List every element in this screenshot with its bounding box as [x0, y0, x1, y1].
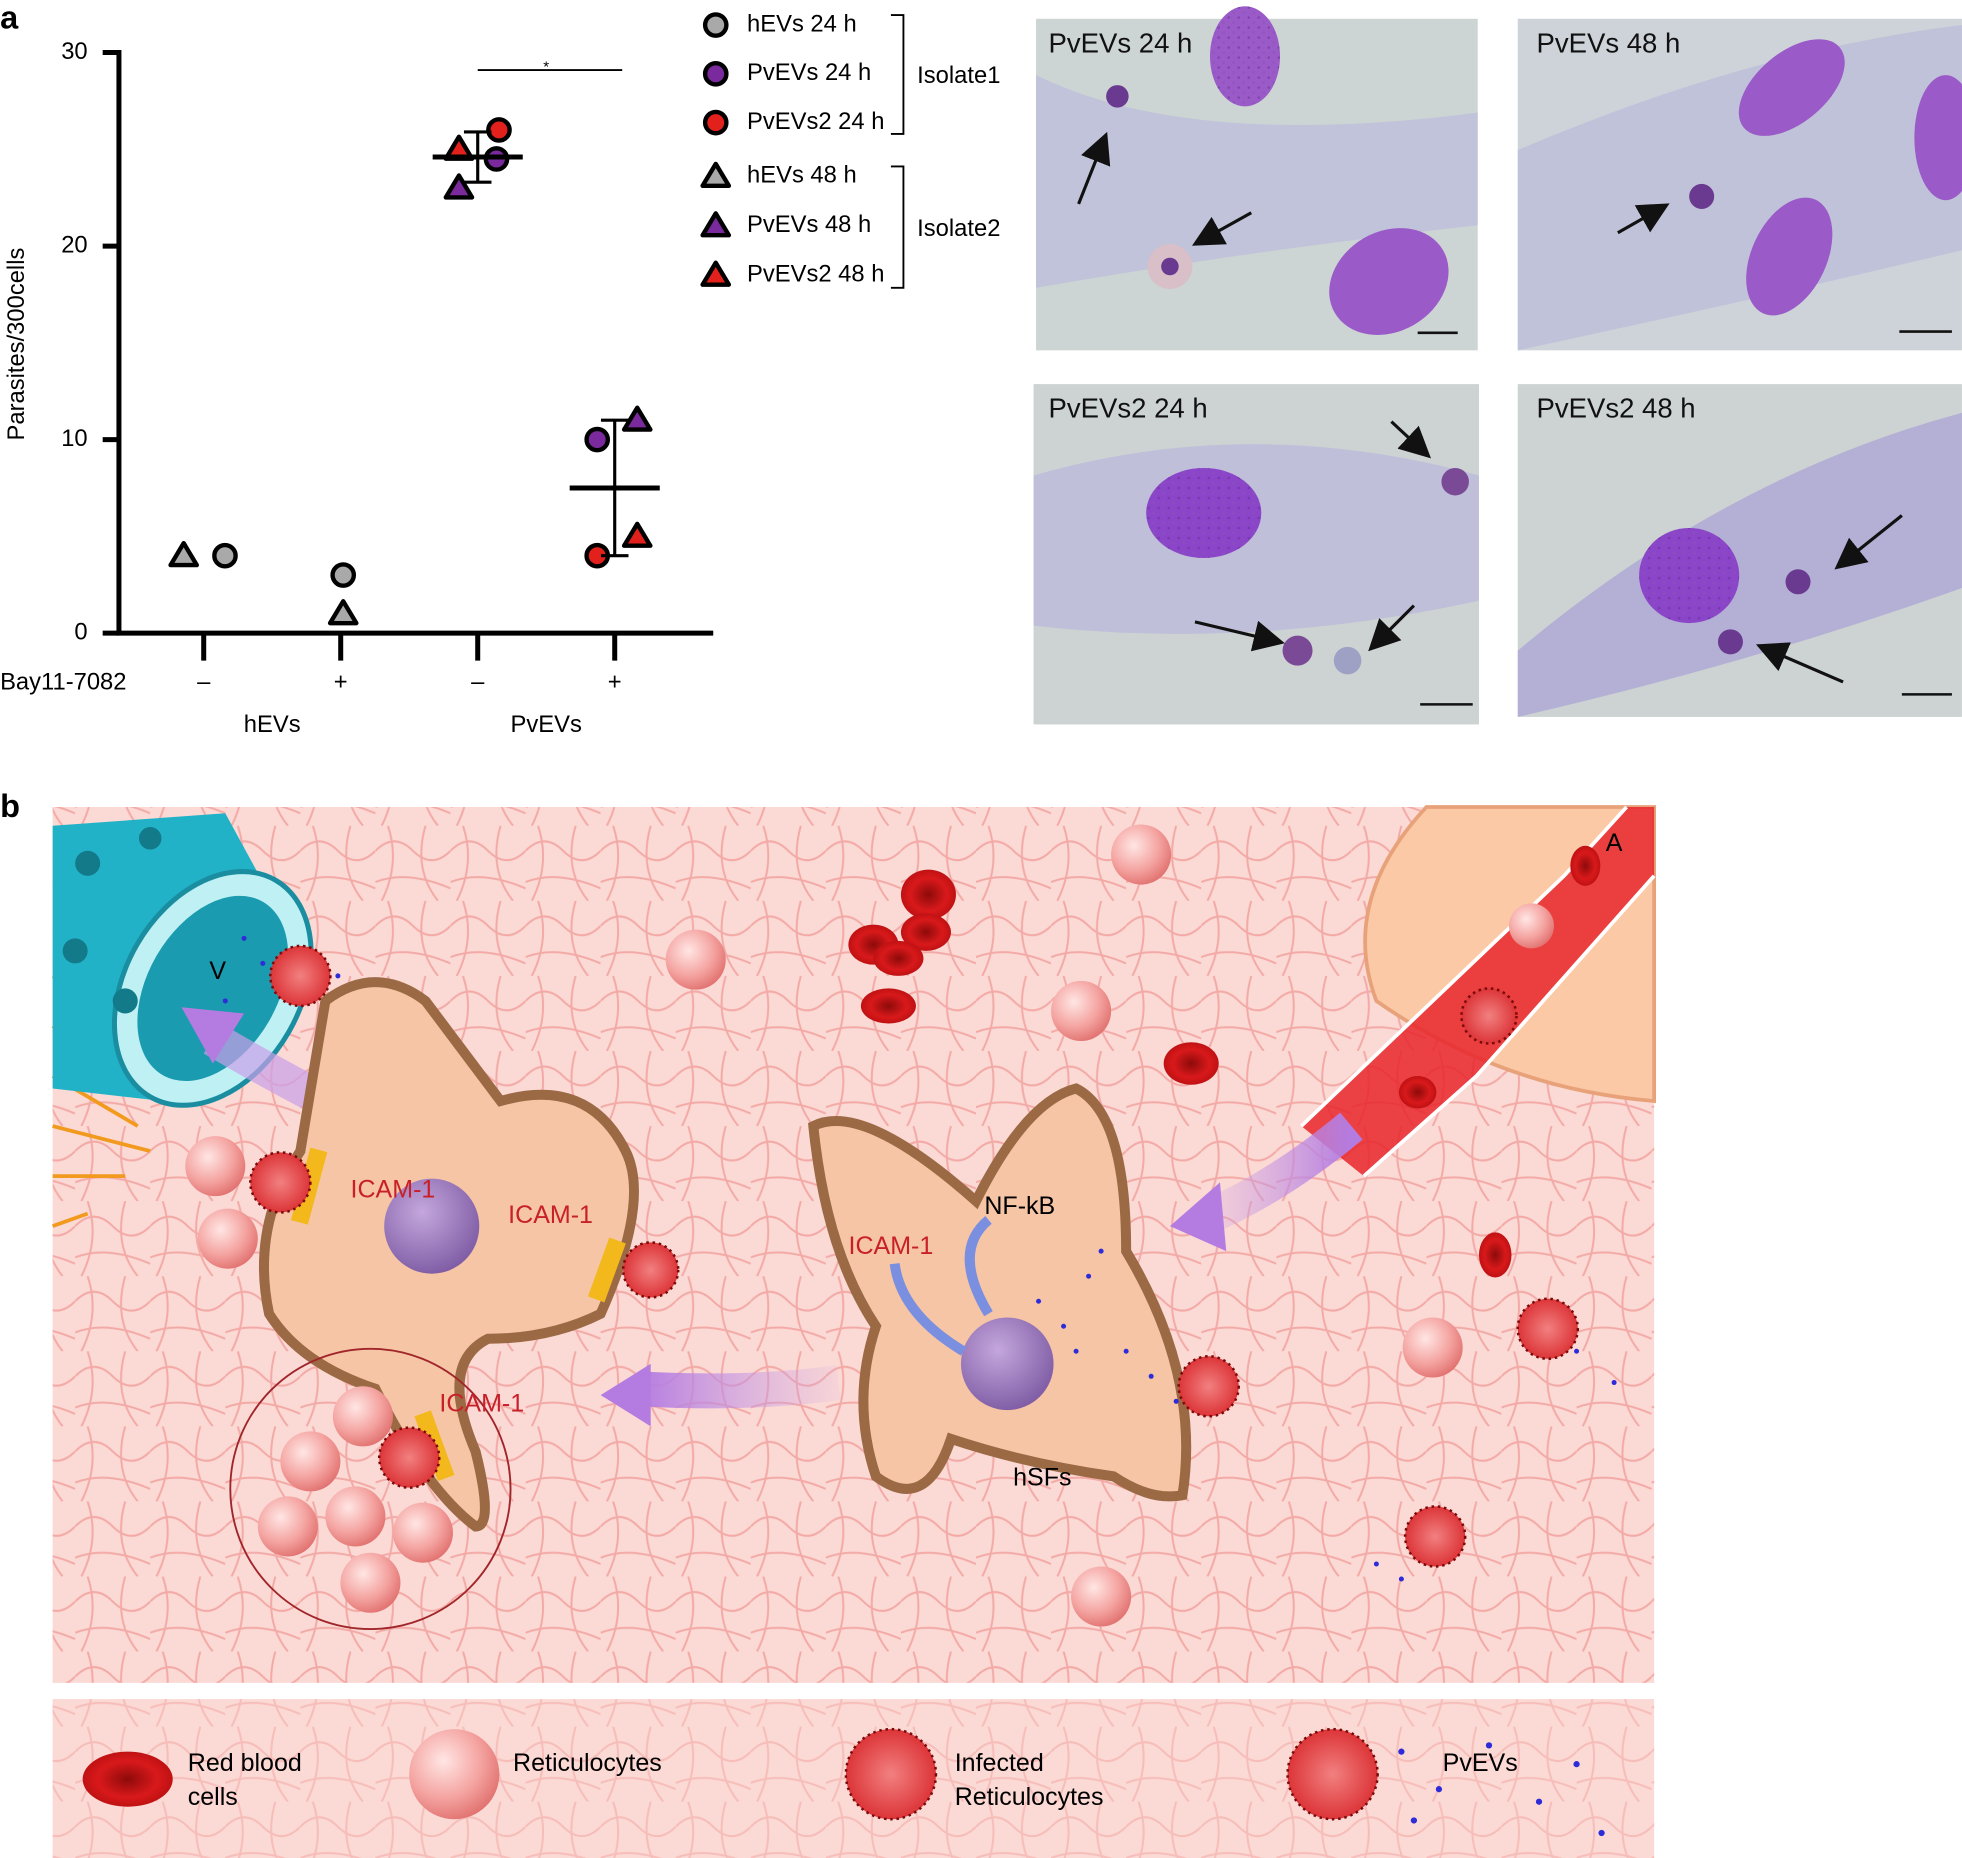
- x-group-label: hEVs: [244, 711, 301, 738]
- circle-marker: [584, 426, 611, 453]
- x-tick-label: +: [608, 668, 622, 695]
- circle-marker: [486, 117, 512, 143]
- triangle-marker: [700, 161, 732, 188]
- diagram: V A ICAM-1 ICAM-1 ICAM-1 ICAM-1 NF-kB hS…: [51, 805, 1657, 1683]
- micrograph-title: PvEVs2 24 h: [1049, 393, 1208, 424]
- micrograph: PvEVs2 24 h: [1033, 384, 1479, 725]
- micrograph-title: PvEVs2 48 h: [1537, 393, 1696, 424]
- legend-label: hEVs 48 h: [747, 162, 857, 189]
- y-tick-label: 30: [61, 38, 87, 65]
- circle-marker: [702, 109, 729, 136]
- legend-group-label: Isolate1: [917, 62, 1000, 89]
- diagram-legend: Red blood cells Reticulocytes Infected Ret…: [52, 1699, 1655, 1858]
- triangle-marker: [621, 521, 653, 548]
- pathway-label: NF-kB: [984, 1192, 1055, 1220]
- receptor-label: ICAM-1: [508, 1201, 593, 1229]
- triangle-marker: [327, 599, 359, 626]
- legend-group-label: Isolate2: [917, 215, 1000, 242]
- circle-marker: [212, 542, 238, 569]
- panel-label: b: [0, 788, 20, 824]
- x-tick-label: –: [471, 668, 485, 695]
- triangle-marker: [443, 173, 475, 200]
- legend-line: cells: [188, 1783, 238, 1811]
- legend-label: PvEVs 48 h: [747, 211, 871, 238]
- micrograph-title: PvEVs 24 h: [1049, 27, 1193, 58]
- micrograph: PvEVs 48 h: [1517, 18, 1962, 351]
- receptor-label: ICAM-1: [849, 1232, 934, 1260]
- legend-line: Reticulocytes: [955, 1783, 1104, 1811]
- red-blood-cells: [848, 845, 1601, 1278]
- legend-label: Infected Reticulocytes: [955, 1749, 1104, 1811]
- vessel-label: V: [209, 957, 226, 985]
- y-tick-label: 0: [74, 618, 87, 645]
- infected-reticulocytes: [249, 944, 1580, 1568]
- legend-label: Reticulocytes: [513, 1749, 662, 1777]
- x-tick-label: –: [197, 668, 211, 695]
- y-tick-label: 20: [61, 231, 87, 258]
- triangle-marker: [700, 260, 732, 287]
- receptor-label: ICAM-1: [351, 1176, 436, 1204]
- circle-marker: [702, 12, 729, 38]
- micrograph-title: PvEVs 48 h: [1537, 27, 1681, 58]
- x-group-label: PvEVs: [511, 711, 582, 738]
- legend-label: hEVs 24 h: [747, 10, 857, 37]
- vessel-label: A: [1606, 829, 1623, 857]
- vesicles: [222, 935, 1617, 1582]
- y-axis-label: Parasites/300cells: [3, 248, 30, 441]
- legend-label: PvEVs2 48 h: [747, 261, 884, 288]
- legend-bracket: [890, 165, 905, 289]
- micrographs: PvEVs 24 h PvEVs 48 h PvEVs2 24 h: [1033, 6, 1962, 725]
- legend-line: Infected: [955, 1749, 1044, 1777]
- triangle-marker: [700, 211, 732, 238]
- legend-line: Red blood: [188, 1749, 302, 1777]
- panel-label: a: [0, 0, 19, 36]
- legend-label: PvEVs: [1443, 1749, 1518, 1777]
- circle-marker: [330, 562, 357, 588]
- legend-bracket: [890, 14, 905, 135]
- significance-label: *: [543, 59, 549, 76]
- x-tick-label: +: [334, 668, 348, 695]
- micrograph: PvEVs 24 h: [1036, 6, 1478, 351]
- scatter-chart: Parasites/300cells Bay11-7082 0 10 20 30 – + –…: [0, 38, 714, 738]
- triangle-marker: [621, 405, 653, 432]
- micrograph: PvEVs2 48 h: [1517, 384, 1962, 717]
- legend-label: Red blood cells: [188, 1749, 302, 1811]
- receptor-label: ICAM-1: [439, 1390, 524, 1418]
- cell-label: hSFs: [1013, 1464, 1071, 1492]
- circle-marker: [702, 60, 729, 87]
- legend-label: PvEVs2 24 h: [747, 108, 884, 135]
- triangle-marker: [168, 540, 200, 568]
- y-tick-label: 10: [61, 425, 87, 452]
- reticulocytes: [185, 824, 1555, 1627]
- legend: hEVs 24 h PvEVs 24 h PvEVs2 24 h hEVs 48 h P…: [700, 10, 1000, 289]
- legend-label: PvEVs 24 h: [747, 59, 871, 86]
- row-label: Bay11-7082: [0, 668, 126, 695]
